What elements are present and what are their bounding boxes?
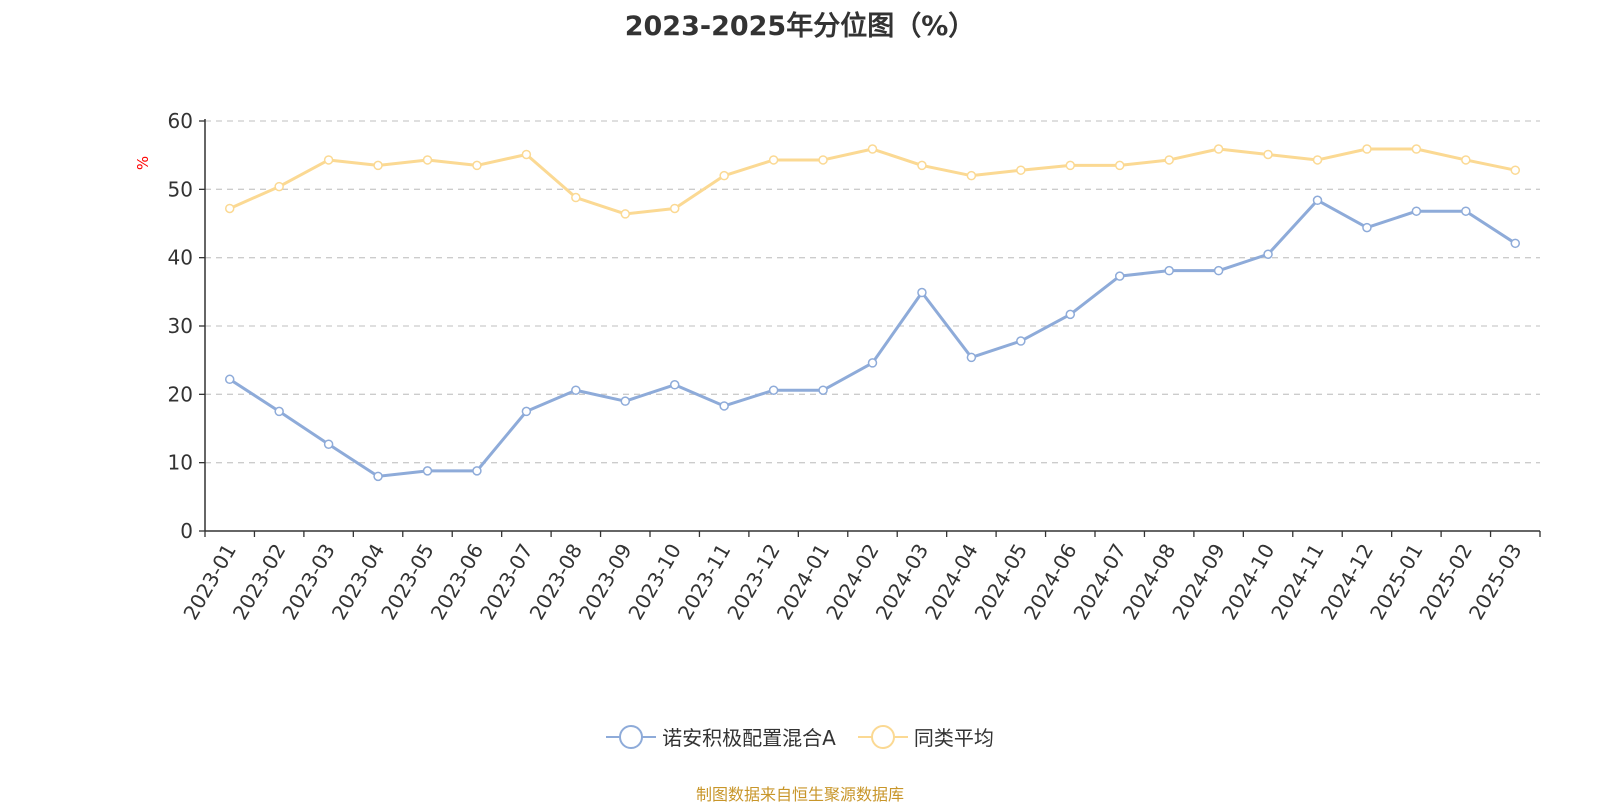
legend: 诺安积极配置混合A 同类平均 bbox=[0, 722, 1600, 751]
data-point-1-6 bbox=[521, 149, 532, 160]
data-point-0-15 bbox=[966, 352, 977, 363]
data-point-0-11 bbox=[768, 385, 779, 395]
data-point-1-26 bbox=[1510, 165, 1521, 175]
y-tick-label-6: 60 bbox=[168, 109, 193, 133]
data-point-1-7 bbox=[571, 192, 581, 203]
data-point-0-4 bbox=[422, 466, 433, 476]
data-point-1-17 bbox=[1065, 160, 1076, 171]
data-point-0-6 bbox=[521, 406, 532, 417]
data-point-1-21 bbox=[1263, 149, 1273, 160]
y-tick-label-5: 50 bbox=[168, 177, 193, 201]
data-point-1-14 bbox=[917, 160, 927, 171]
data-point-0-25 bbox=[1461, 206, 1471, 216]
data-point-1-8 bbox=[620, 209, 631, 219]
data-point-1-22 bbox=[1312, 155, 1323, 165]
data-point-1-0 bbox=[224, 203, 235, 214]
data-point-1-13 bbox=[867, 144, 878, 154]
axes bbox=[199, 119, 1541, 537]
data-point-0-0 bbox=[224, 374, 235, 385]
data-point-1-15 bbox=[966, 170, 977, 181]
y-tick-label-1: 10 bbox=[168, 451, 193, 475]
data-point-1-16 bbox=[1016, 165, 1026, 175]
data-point-1-11 bbox=[768, 155, 779, 165]
legend-item-1[interactable]: 同类平均 bbox=[857, 722, 994, 751]
data-point-1-20 bbox=[1213, 144, 1224, 154]
data-point-1-1 bbox=[274, 181, 284, 192]
data-point-1-19 bbox=[1164, 155, 1174, 165]
data-point-0-20 bbox=[1213, 265, 1224, 276]
line-chart: 0 10 20 30 40 50 60 2023-012023-022023-032023-… bbox=[134, 109, 1541, 624]
legend-marker-1 bbox=[857, 724, 908, 750]
data-point-0-5 bbox=[472, 466, 482, 476]
data-point-0-8 bbox=[620, 396, 631, 406]
data-point-1-23 bbox=[1362, 144, 1372, 154]
data-point-0-21 bbox=[1263, 249, 1273, 259]
data-point-1-4 bbox=[422, 155, 433, 165]
data-point-0-16 bbox=[1016, 336, 1026, 346]
series-group bbox=[224, 144, 1521, 482]
data-point-0-26 bbox=[1510, 238, 1521, 249]
data-point-1-2 bbox=[323, 155, 334, 165]
y-tick-label-2: 20 bbox=[168, 382, 193, 406]
data-point-1-25 bbox=[1461, 155, 1471, 165]
data-point-0-14 bbox=[917, 287, 927, 298]
y-tick-labels: 0 10 20 30 40 50 60 bbox=[168, 109, 193, 543]
data-point-1-9 bbox=[669, 203, 680, 214]
y-tick-label-0: 0 bbox=[180, 519, 193, 543]
legend-label-0: 诺安积极配置混合A bbox=[662, 726, 836, 750]
data-point-0-18 bbox=[1114, 271, 1125, 281]
data-point-0-7 bbox=[571, 385, 581, 395]
data-point-1-3 bbox=[373, 160, 383, 171]
legend-item-0[interactable]: 诺安积极配置混合A bbox=[606, 722, 836, 751]
x-tick-labels: 2023-012023-022023-032023-042023-052023-… bbox=[178, 539, 1526, 623]
data-point-1-12 bbox=[818, 155, 828, 165]
data-point-1-10 bbox=[719, 170, 729, 181]
series-0 bbox=[224, 195, 1521, 482]
data-point-1-18 bbox=[1114, 160, 1125, 171]
data-point-0-22 bbox=[1312, 195, 1323, 206]
chart-title: 2023-2025年分位图（%） bbox=[624, 11, 976, 42]
legend-label-1: 同类平均 bbox=[913, 726, 994, 750]
data-point-0-17 bbox=[1065, 309, 1076, 320]
legend-marker-0 bbox=[606, 724, 657, 750]
data-point-0-9 bbox=[669, 380, 680, 390]
data-point-0-1 bbox=[274, 406, 284, 417]
source-note: 制图数据来自恒生聚源数据库 bbox=[695, 785, 904, 804]
data-point-0-13 bbox=[867, 358, 878, 368]
grid-lines bbox=[205, 120, 1540, 464]
series-line-0 bbox=[228, 198, 1517, 478]
y-axis-label: % bbox=[134, 156, 152, 170]
y-tick-label-3: 30 bbox=[168, 314, 193, 338]
data-point-0-10 bbox=[719, 401, 729, 411]
data-point-0-19 bbox=[1164, 265, 1174, 276]
series-1 bbox=[224, 144, 1521, 219]
data-point-0-3 bbox=[373, 471, 383, 482]
data-point-1-5 bbox=[472, 160, 482, 171]
data-point-0-12 bbox=[818, 385, 828, 395]
y-tick-label-4: 40 bbox=[168, 246, 193, 270]
data-point-0-24 bbox=[1411, 206, 1422, 216]
data-point-0-23 bbox=[1362, 222, 1372, 233]
data-point-1-24 bbox=[1411, 144, 1422, 154]
data-point-0-2 bbox=[323, 439, 334, 449]
